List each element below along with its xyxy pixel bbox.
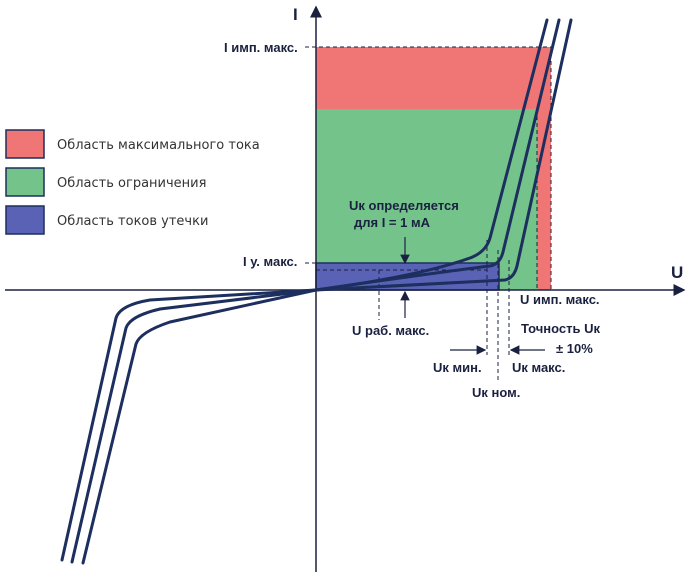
legend-swatch-leakage xyxy=(5,205,45,235)
y-axis-label: I xyxy=(293,5,298,24)
curve-uk-max xyxy=(81,18,573,565)
label-uk-max: Uк макс. xyxy=(512,360,565,375)
legend-label-limiting: Область ограничения xyxy=(57,176,206,191)
curve-uk-min xyxy=(60,18,549,562)
legend-label-max-current: Область максимального тока xyxy=(57,138,260,153)
label-accuracy-1: Точность Uк xyxy=(521,321,600,336)
label-accuracy-2: ± 10% xyxy=(556,341,593,356)
label-i-imp-max: I имп. макс. xyxy=(224,40,298,55)
label-u-imp-max: U имп. макс. xyxy=(520,292,600,307)
legend-label-leakage: Область токов утечки xyxy=(57,214,208,229)
label-u-work-max: U раб. макс. xyxy=(352,323,429,338)
legend: Область максимального тока Область огран… xyxy=(5,129,260,235)
curve-uk-nom xyxy=(70,18,561,564)
label-uk-min: Uк мин. xyxy=(433,360,482,375)
legend-swatch-limiting xyxy=(5,167,45,197)
label-uk-defined-1: Uк определяется xyxy=(349,198,459,213)
vi-curves xyxy=(60,18,573,565)
label-i-leak-max: I у. макс. xyxy=(243,254,297,269)
x-axis-label: U xyxy=(671,263,683,282)
annotation-arrows xyxy=(400,237,545,355)
label-uk-defined-2: для I = 1 мА xyxy=(354,215,431,230)
legend-swatch-max-current xyxy=(5,129,45,159)
label-uk-nom: Uк ном. xyxy=(472,385,520,400)
